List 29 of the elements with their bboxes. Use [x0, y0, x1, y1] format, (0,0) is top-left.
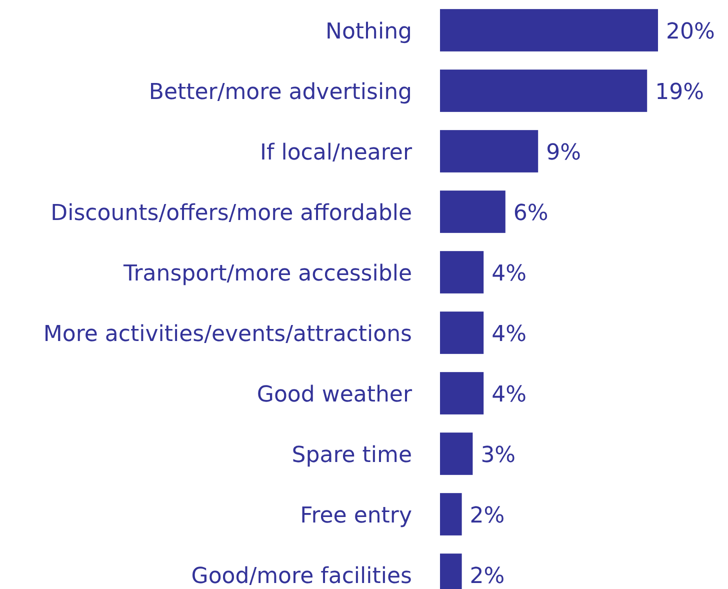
bar — [440, 372, 484, 414]
y-tick-label: Good/more facilities — [191, 564, 412, 589]
y-tick-label: Transport/more accessible — [122, 261, 412, 286]
data-label: 19% — [655, 80, 704, 105]
y-tick-label: Discounts/offers/more affordable — [50, 200, 412, 226]
bar — [440, 432, 473, 475]
data-label: 9% — [546, 140, 582, 166]
data-label: 2% — [470, 564, 505, 589]
bar — [440, 190, 506, 233]
data-label: 4% — [492, 322, 527, 347]
data-label: 6% — [513, 200, 548, 226]
y-tick-label: Good weather — [256, 382, 413, 408]
data-label: 2% — [470, 503, 505, 528]
bar — [440, 312, 484, 354]
data-label: 4% — [492, 382, 527, 408]
y-tick-label: Nothing — [325, 19, 412, 44]
y-tick-label: Spare time — [292, 442, 412, 468]
y-tick-label: If local/nearer — [260, 140, 413, 166]
y-tick-label: More activities/events/attractions — [43, 322, 412, 347]
bar — [440, 493, 462, 536]
bar — [440, 130, 538, 172]
bar — [440, 9, 658, 52]
data-label: 20% — [666, 19, 715, 44]
bar — [440, 251, 484, 294]
y-tick-label: Better/more advertising — [148, 80, 412, 105]
data-label: 4% — [492, 261, 527, 286]
data-label: 3% — [480, 442, 516, 468]
y-tick-label: Free entry — [300, 503, 412, 528]
bar — [440, 70, 648, 112]
